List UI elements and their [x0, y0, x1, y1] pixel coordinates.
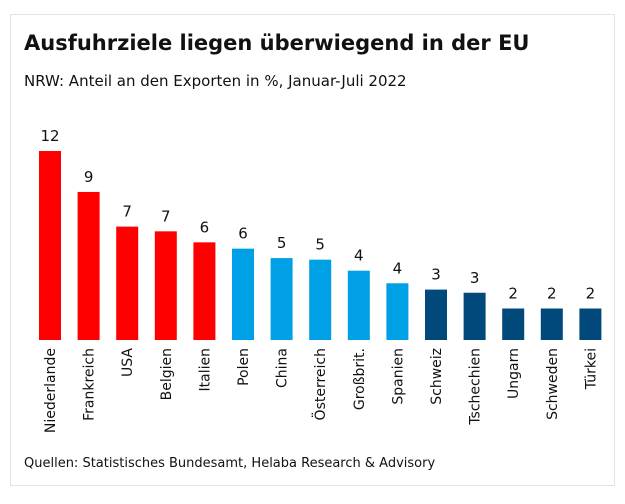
data-label: 2 — [508, 285, 518, 303]
bar — [309, 259, 332, 340]
data-label: 5 — [277, 234, 287, 252]
x-tick-label: Italien — [197, 348, 213, 391]
x-tick-label: Frankreich — [82, 348, 98, 421]
data-label: 4 — [354, 247, 364, 265]
bar — [39, 151, 61, 340]
bar — [347, 270, 370, 340]
x-tick-label: Österreich — [311, 348, 329, 420]
data-label: 12 — [40, 127, 59, 145]
data-label: 3 — [431, 266, 441, 284]
x-tick-label: Ungarn — [506, 348, 522, 399]
bar — [232, 248, 254, 340]
data-label: 7 — [161, 207, 171, 225]
frame — [10, 14, 615, 486]
source: Quellen: Statistisches Bundesamt, Helaba… — [24, 456, 435, 471]
data-label: 7 — [122, 203, 132, 221]
x-tick-label: Türkei — [583, 348, 599, 390]
x-tick-label: Spanien — [390, 348, 406, 405]
x-tick-label: Schweden — [545, 348, 561, 420]
bar — [77, 191, 100, 340]
chart-title: Ausfuhrziele liegen überwiegend in der E… — [24, 31, 529, 55]
bar — [502, 308, 525, 340]
data-label: 5 — [315, 236, 325, 254]
bar — [116, 226, 139, 340]
data-label: 2 — [586, 285, 596, 303]
bar — [540, 308, 563, 340]
bar — [463, 292, 486, 340]
bar — [425, 289, 447, 340]
x-tick-label: Schweiz — [429, 348, 445, 405]
x-tick-label: China — [275, 348, 291, 388]
x-tick-label: Polen — [236, 348, 252, 386]
x-tick-label: Großbrit. — [352, 348, 368, 410]
bar — [270, 258, 293, 340]
data-label: 6 — [200, 218, 210, 236]
x-tick-label: Tschechien — [468, 348, 484, 426]
x-tick-label: Niederlande — [43, 348, 59, 433]
data-label: 3 — [470, 269, 480, 287]
chart-subtitle: NRW: Anteil an den Exporten in %, Januar… — [24, 72, 407, 90]
bar — [193, 242, 216, 340]
data-label: 4 — [393, 259, 403, 277]
bar — [386, 283, 409, 340]
bar — [579, 308, 602, 340]
data-label: 6 — [238, 225, 248, 243]
x-tick-label: USA — [120, 348, 136, 377]
bar — [154, 231, 177, 340]
data-label: 2 — [547, 285, 557, 303]
data-label: 9 — [84, 168, 94, 186]
x-tick-label: Belgien — [159, 348, 175, 400]
